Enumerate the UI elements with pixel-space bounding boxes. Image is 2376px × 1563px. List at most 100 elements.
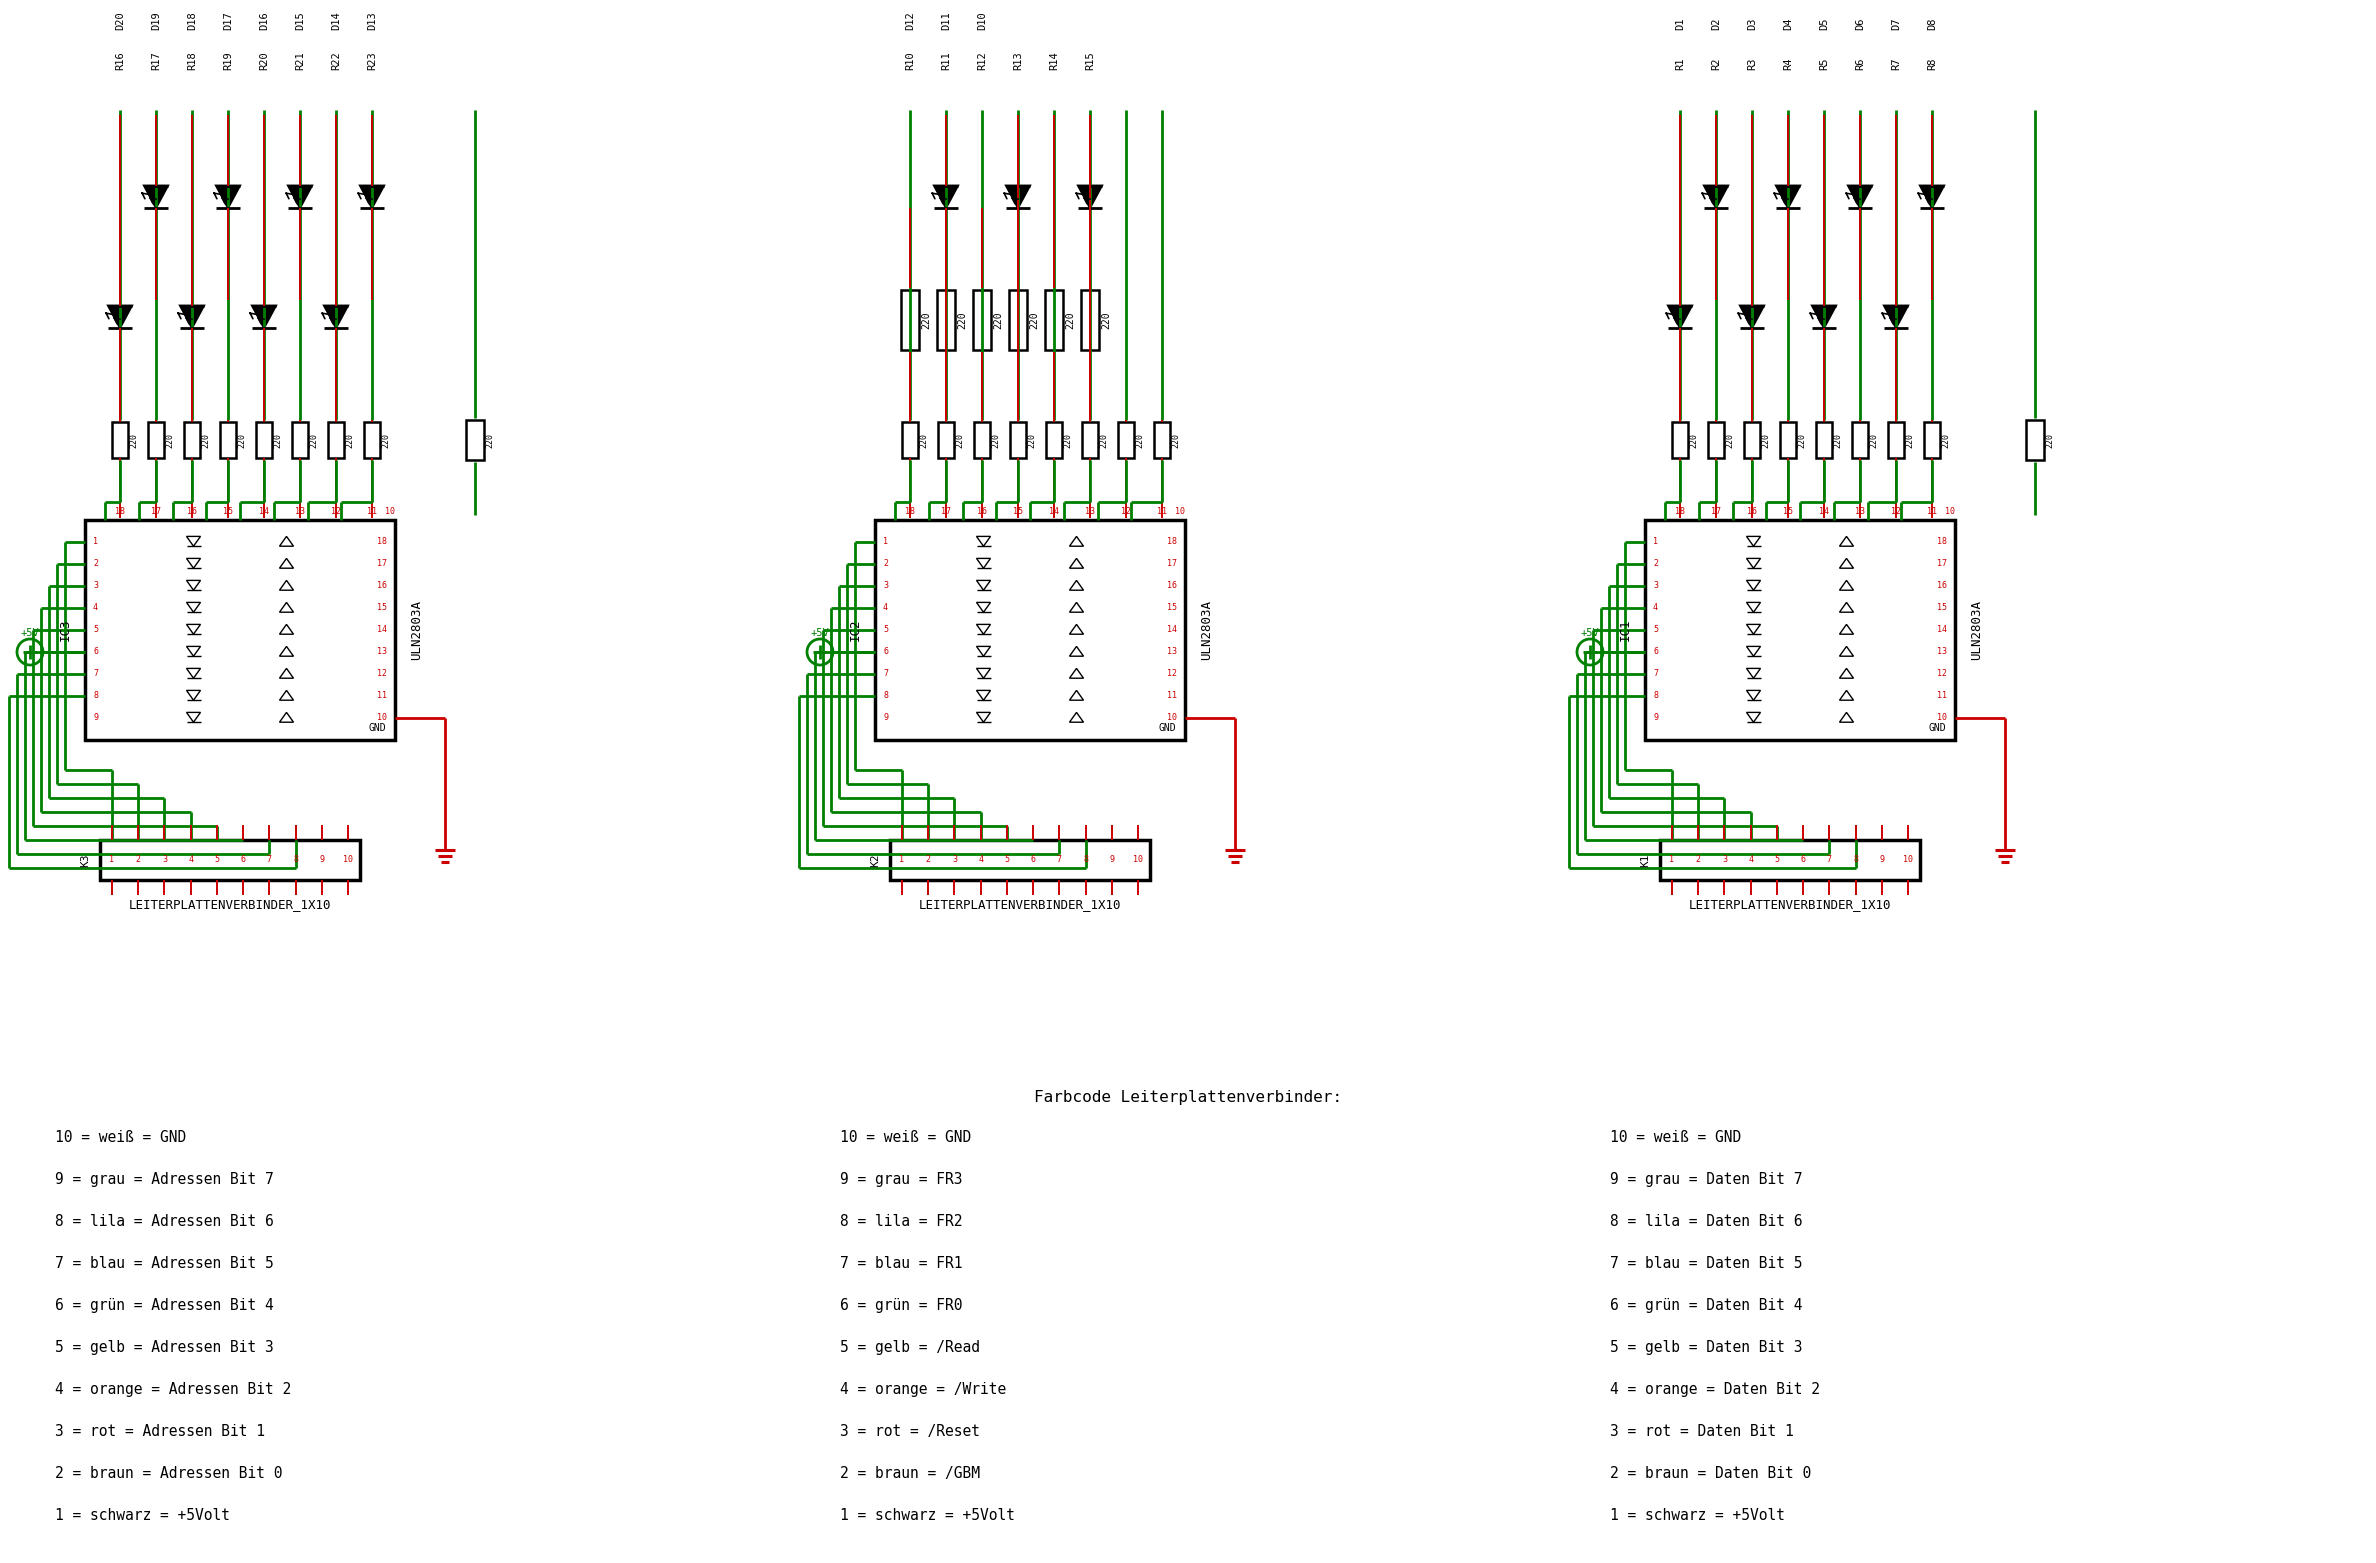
Text: 9: 9	[93, 713, 97, 722]
Text: 11: 11	[1927, 508, 1936, 516]
Text: 220: 220	[1026, 433, 1036, 447]
Text: R12: R12	[977, 52, 986, 70]
Polygon shape	[1746, 669, 1761, 678]
Polygon shape	[1920, 186, 1944, 208]
Text: 9 = grau = Daten Bit 7: 9 = grau = Daten Bit 7	[1611, 1172, 1803, 1186]
Text: 7 = blau = FR1: 7 = blau = FR1	[841, 1257, 962, 1271]
Text: D7: D7	[1891, 17, 1901, 30]
Text: +5V: +5V	[21, 628, 40, 638]
Text: 15: 15	[1012, 508, 1024, 516]
Polygon shape	[977, 580, 991, 591]
Text: 16: 16	[188, 508, 197, 516]
Text: 1 = schwarz = +5Volt: 1 = schwarz = +5Volt	[55, 1508, 230, 1522]
Polygon shape	[185, 691, 200, 700]
Polygon shape	[1746, 624, 1761, 635]
Bar	[292, 422, 309, 458]
Bar	[183, 422, 200, 458]
Polygon shape	[977, 624, 991, 635]
Text: 7: 7	[1654, 669, 1658, 678]
Text: LEITERPLATTENVERBINDER_1X10: LEITERPLATTENVERBINDER_1X10	[920, 899, 1121, 911]
Text: 4 = orange = Daten Bit 2: 4 = orange = Daten Bit 2	[1611, 1382, 1820, 1397]
Polygon shape	[280, 624, 295, 635]
Text: D14: D14	[330, 11, 342, 30]
Text: 7: 7	[93, 669, 97, 678]
Text: 220: 220	[1100, 311, 1112, 328]
Text: 14: 14	[259, 508, 268, 516]
Text: R10: R10	[905, 52, 915, 70]
Text: R16: R16	[114, 52, 126, 70]
Text: 10: 10	[378, 713, 387, 722]
Text: 2: 2	[1696, 855, 1701, 864]
Text: 3 = rot = Daten Bit 1: 3 = rot = Daten Bit 1	[1611, 1424, 1794, 1440]
Text: 4: 4	[884, 603, 889, 613]
Text: R13: R13	[1012, 52, 1024, 70]
Text: D11: D11	[941, 11, 950, 30]
Polygon shape	[185, 624, 200, 635]
Bar	[147, 422, 164, 458]
Text: 11: 11	[366, 508, 378, 516]
Bar	[1010, 291, 1026, 350]
Polygon shape	[934, 186, 958, 208]
Text: GND: GND	[1157, 724, 1176, 733]
Text: 15: 15	[1782, 508, 1794, 516]
Text: 4: 4	[1749, 855, 1753, 864]
Text: 17: 17	[1167, 560, 1176, 569]
Polygon shape	[1069, 647, 1083, 656]
Polygon shape	[1746, 647, 1761, 656]
Text: 15: 15	[223, 508, 233, 516]
Text: 9 = grau = FR3: 9 = grau = FR3	[841, 1172, 962, 1186]
Text: 15: 15	[378, 603, 387, 613]
Text: D17: D17	[223, 11, 233, 30]
Polygon shape	[1668, 306, 1692, 328]
Text: 2: 2	[927, 855, 931, 864]
Polygon shape	[107, 306, 133, 328]
Text: 1: 1	[1670, 855, 1675, 864]
Text: D18: D18	[188, 11, 197, 30]
Text: 15: 15	[1936, 603, 1946, 613]
Text: 220: 220	[131, 433, 138, 447]
Text: D4: D4	[1782, 17, 1794, 30]
Text: 1: 1	[109, 855, 114, 864]
Text: 5: 5	[1654, 625, 1658, 635]
Text: D19: D19	[152, 11, 162, 30]
Text: 10 = weiß = GND: 10 = weiß = GND	[841, 1130, 972, 1146]
Text: R22: R22	[330, 52, 342, 70]
Text: R19: R19	[223, 52, 233, 70]
Text: 220: 220	[955, 433, 965, 447]
Bar	[974, 422, 991, 458]
Polygon shape	[185, 558, 200, 569]
Text: IC3: IC3	[59, 619, 71, 641]
Polygon shape	[1069, 669, 1083, 678]
Text: 17: 17	[1711, 508, 1720, 516]
Text: K1: K1	[1639, 853, 1649, 867]
Polygon shape	[1069, 713, 1083, 722]
Polygon shape	[1069, 536, 1083, 545]
Polygon shape	[1839, 624, 1853, 635]
Circle shape	[17, 639, 43, 664]
Text: R18: R18	[188, 52, 197, 70]
Text: 1: 1	[884, 538, 889, 547]
Polygon shape	[1746, 536, 1761, 545]
Text: 2 = braun = /GBM: 2 = braun = /GBM	[841, 1466, 979, 1482]
Text: 8: 8	[1654, 691, 1658, 700]
Text: ULN2803A: ULN2803A	[1970, 600, 1984, 660]
Bar	[1780, 422, 1796, 458]
Text: GND: GND	[1929, 724, 1946, 733]
Polygon shape	[977, 669, 991, 678]
Text: 12: 12	[330, 508, 342, 516]
Text: 6: 6	[884, 647, 889, 656]
Text: 220: 220	[166, 433, 173, 447]
Polygon shape	[1884, 306, 1908, 328]
Bar	[891, 839, 1150, 880]
Text: 220: 220	[383, 433, 390, 447]
Text: R14: R14	[1048, 52, 1060, 70]
Text: 10 = weiß = GND: 10 = weiß = GND	[55, 1130, 185, 1146]
Text: 220: 220	[920, 433, 929, 447]
Polygon shape	[1849, 186, 1872, 208]
Polygon shape	[1839, 602, 1853, 613]
Text: 4: 4	[93, 603, 97, 613]
Text: 10: 10	[1946, 508, 1955, 516]
Text: 18: 18	[1936, 538, 1946, 547]
Polygon shape	[280, 713, 295, 722]
Polygon shape	[1839, 669, 1853, 678]
